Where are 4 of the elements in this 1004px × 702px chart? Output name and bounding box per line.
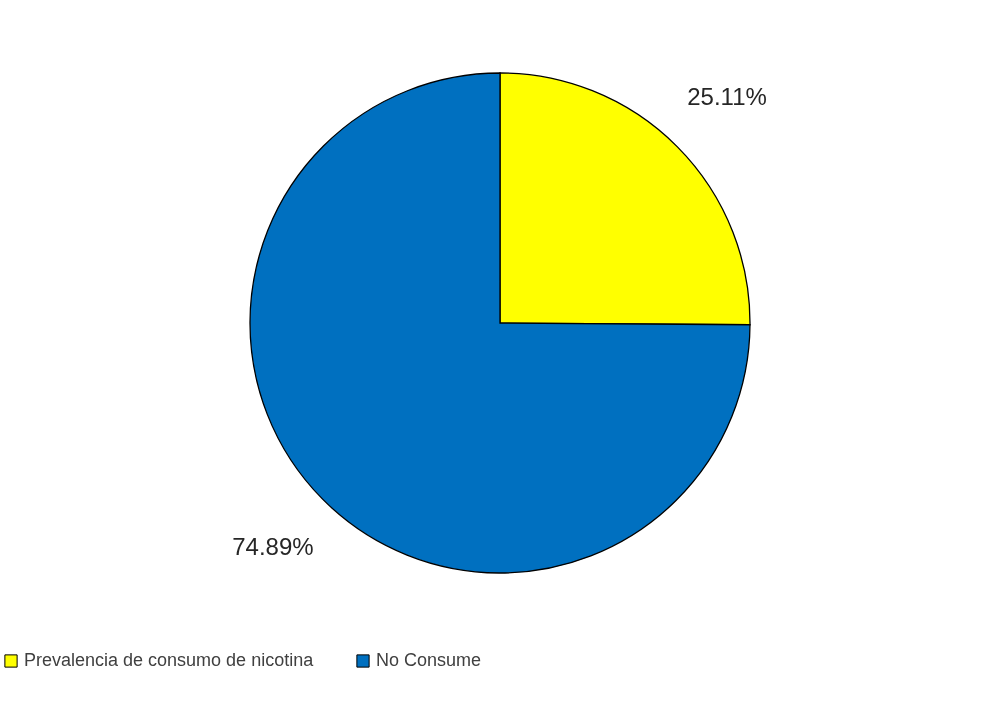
data-label: 25.11% [687, 82, 767, 110]
legend-label: No Consume [376, 650, 482, 670]
data-label: 74.89% [232, 533, 314, 561]
legend-label: Prevalencia de consumo de nicotina [24, 650, 315, 670]
